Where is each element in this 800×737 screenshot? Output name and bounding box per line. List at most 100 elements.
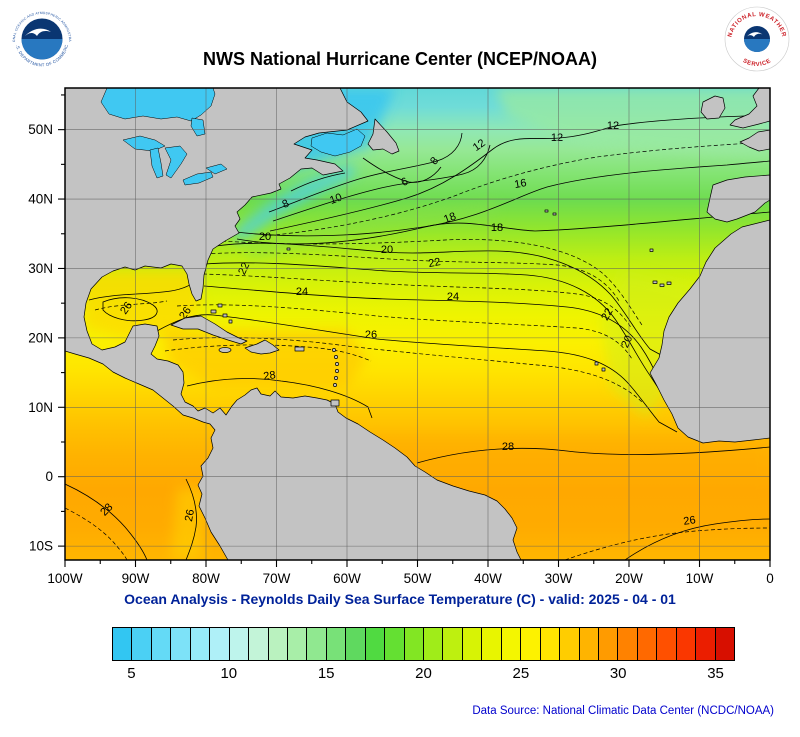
cape-verde-island bbox=[594, 361, 599, 366]
contour-label: 12 bbox=[607, 120, 619, 132]
contour-line bbox=[102, 297, 158, 322]
cape-verde-island bbox=[601, 367, 606, 372]
axes: 100W 90W 80W 70W 60W 50W 40W 30W 20W 10W 0 50N 40N 30… bbox=[28, 94, 774, 586]
colorbar-cell bbox=[229, 628, 250, 660]
longitude-label: 20W bbox=[615, 571, 643, 586]
colorbar-tick-label: 15 bbox=[317, 665, 335, 682]
colorbar-tick-label: 25 bbox=[512, 665, 530, 682]
canary-island bbox=[666, 281, 672, 285]
colorbar-cell bbox=[637, 628, 658, 660]
longitude-label: 30W bbox=[545, 571, 573, 586]
lesser-antilles-islands bbox=[330, 348, 340, 407]
canary-island bbox=[659, 283, 665, 287]
contour-label: 18 bbox=[442, 210, 458, 225]
latitude-label: 10N bbox=[28, 400, 53, 415]
contour-line bbox=[65, 483, 148, 560]
temperature-colorbar bbox=[112, 627, 735, 661]
nws-gull-icon bbox=[746, 32, 763, 38]
great-lakes-water bbox=[122, 135, 228, 186]
colorbar-cell bbox=[696, 628, 716, 660]
gulf-st-lawrence-water bbox=[310, 128, 366, 157]
longitude-label: 50W bbox=[404, 571, 432, 586]
nws-emblem-sea bbox=[744, 39, 770, 52]
colorbar-tick-label: 30 bbox=[609, 665, 627, 682]
colorbar-cell bbox=[657, 628, 677, 660]
contour-label: 8 bbox=[280, 198, 291, 211]
contour-label: 16 bbox=[513, 177, 527, 191]
island bbox=[334, 376, 338, 380]
inland-water-layer bbox=[100, 88, 366, 186]
contour-line bbox=[203, 285, 660, 381]
contour-label: 22 bbox=[599, 306, 616, 323]
island bbox=[334, 355, 338, 359]
contour-label: 24 bbox=[296, 286, 308, 298]
colorbar-cell bbox=[326, 628, 347, 660]
island bbox=[333, 383, 337, 387]
contour-label: 20 bbox=[259, 231, 271, 243]
contour-label: 20 bbox=[381, 244, 393, 256]
contour-line bbox=[268, 132, 463, 213]
colorbar-cell bbox=[346, 628, 366, 660]
longitude-label: 90W bbox=[122, 571, 150, 586]
nws-logo: NATIONAL WEATHER SERVICE bbox=[724, 6, 790, 72]
contour-line-dashed bbox=[221, 239, 643, 326]
contour-line-dashed bbox=[176, 304, 633, 360]
latitude-label: 30N bbox=[28, 261, 53, 276]
noaa-logo: NATIONAL OCEANIC AND ATMOSPHERIC ADMINIS… bbox=[10, 7, 74, 71]
canary-island bbox=[652, 280, 658, 284]
lake-superior bbox=[122, 135, 166, 152]
trinidad-island bbox=[330, 399, 340, 407]
colorbar-cell bbox=[190, 628, 211, 660]
grid-layer bbox=[65, 88, 770, 560]
eastern-atlantic-islands bbox=[286, 209, 672, 372]
latitude-label: 40N bbox=[28, 192, 53, 207]
colorbar-cell bbox=[715, 628, 734, 660]
contour-label: 26 bbox=[683, 514, 697, 528]
colorbar-cell bbox=[210, 628, 230, 660]
contour-label: 12 bbox=[551, 132, 563, 144]
colorbar-cell bbox=[443, 628, 463, 660]
contour-label: 12 bbox=[471, 137, 488, 154]
contour-line bbox=[186, 378, 373, 419]
nws-ring-text-bottom: SERVICE bbox=[742, 58, 773, 68]
contour-label: 28 bbox=[502, 441, 514, 453]
contour-label: 26 bbox=[365, 329, 377, 341]
bermuda-island bbox=[286, 247, 291, 251]
contour-label: 28 bbox=[263, 369, 277, 383]
island bbox=[222, 313, 228, 318]
colorbar-cell bbox=[462, 628, 483, 660]
colorbar-cell bbox=[365, 628, 386, 660]
longitude-label: 70W bbox=[263, 571, 291, 586]
colorbar-cell bbox=[501, 628, 522, 660]
africa-land bbox=[649, 219, 770, 444]
peru-upwelling-overlay bbox=[171, 488, 207, 560]
latitude-label: 10S bbox=[29, 539, 53, 554]
island bbox=[228, 319, 233, 324]
contour-label: 24 bbox=[447, 291, 459, 303]
contour-line bbox=[290, 172, 346, 192]
france-land bbox=[739, 129, 770, 152]
jamaica-island bbox=[218, 347, 232, 353]
colorbar-cell bbox=[385, 628, 405, 660]
colorbar-cell bbox=[249, 628, 269, 660]
colorbar-tick-label: 20 bbox=[415, 665, 432, 682]
latitude-label: 20N bbox=[28, 330, 53, 345]
island bbox=[210, 309, 217, 314]
caribbean-warm-overlay bbox=[161, 330, 367, 388]
cool-northeast-overlay bbox=[495, 88, 770, 156]
contour-line-dashed bbox=[262, 141, 770, 237]
lake-michigan bbox=[149, 147, 164, 179]
iberia-land bbox=[706, 174, 770, 223]
colorbar-cell bbox=[676, 628, 697, 660]
contour-label: 6 bbox=[399, 176, 410, 189]
contour-label: 18 bbox=[491, 222, 503, 234]
land-layer bbox=[65, 88, 770, 560]
colorbar-cell bbox=[598, 628, 619, 660]
colorbar-cell bbox=[132, 628, 152, 660]
cuba-island bbox=[170, 315, 248, 345]
lake-erie bbox=[182, 171, 214, 186]
james-bay-water bbox=[190, 117, 206, 137]
contour-line bbox=[236, 211, 770, 245]
contour-line bbox=[416, 446, 770, 464]
